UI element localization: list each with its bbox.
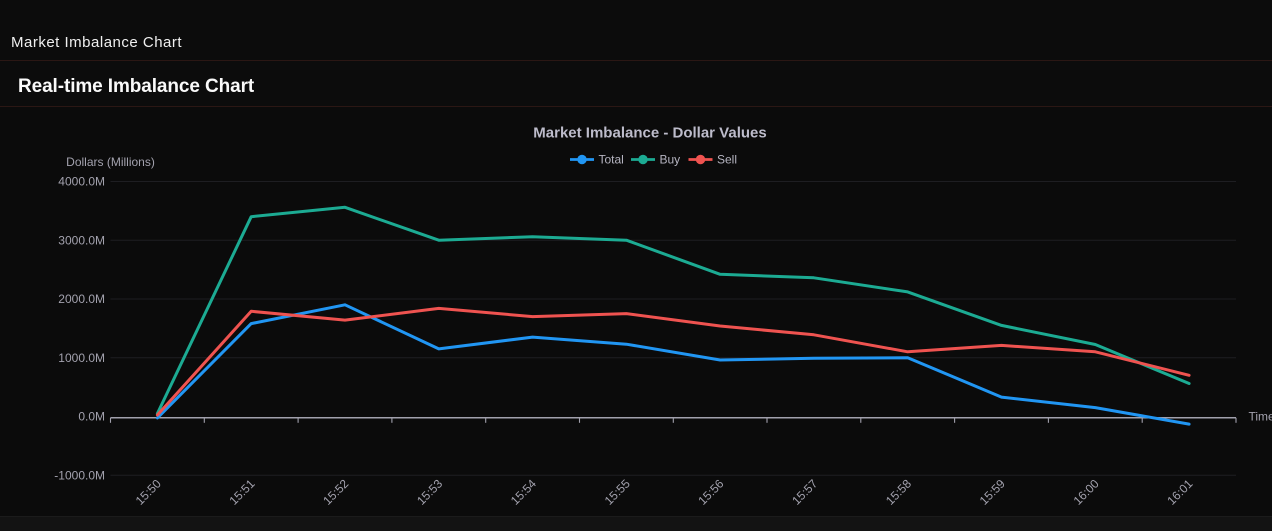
svg-text:1000.0M: 1000.0M (58, 351, 105, 365)
svg-text:15:54: 15:54 (508, 476, 539, 507)
svg-text:-1000.0M: -1000.0M (54, 468, 105, 482)
svg-text:Total: Total (599, 153, 624, 167)
svg-text:3000.0M: 3000.0M (58, 233, 105, 247)
svg-text:15:52: 15:52 (320, 476, 351, 507)
svg-text:16:01: 16:01 (1164, 476, 1195, 507)
svg-text:4000.0M: 4000.0M (58, 175, 105, 189)
svg-text:15:50: 15:50 (133, 476, 164, 507)
svg-text:0.0M: 0.0M (78, 410, 105, 424)
svg-text:2000.0M: 2000.0M (58, 292, 105, 306)
svg-text:15:56: 15:56 (695, 476, 726, 507)
svg-text:15:58: 15:58 (883, 476, 914, 507)
svg-text:15:51: 15:51 (226, 476, 257, 507)
svg-text:15:55: 15:55 (602, 476, 633, 507)
svg-text:Buy: Buy (660, 153, 681, 167)
svg-text:15:57: 15:57 (789, 476, 820, 507)
svg-text:16:00: 16:00 (1071, 476, 1102, 507)
svg-text:Sell: Sell (717, 153, 737, 167)
svg-text:Dollars (Millions): Dollars (Millions) (66, 155, 155, 169)
svg-text:Market Imbalance - Dollar Valu: Market Imbalance - Dollar Values (533, 125, 766, 142)
svg-text:15:53: 15:53 (414, 476, 445, 507)
svg-text:15:59: 15:59 (977, 476, 1008, 507)
svg-text:Time: Time (1249, 410, 1272, 424)
